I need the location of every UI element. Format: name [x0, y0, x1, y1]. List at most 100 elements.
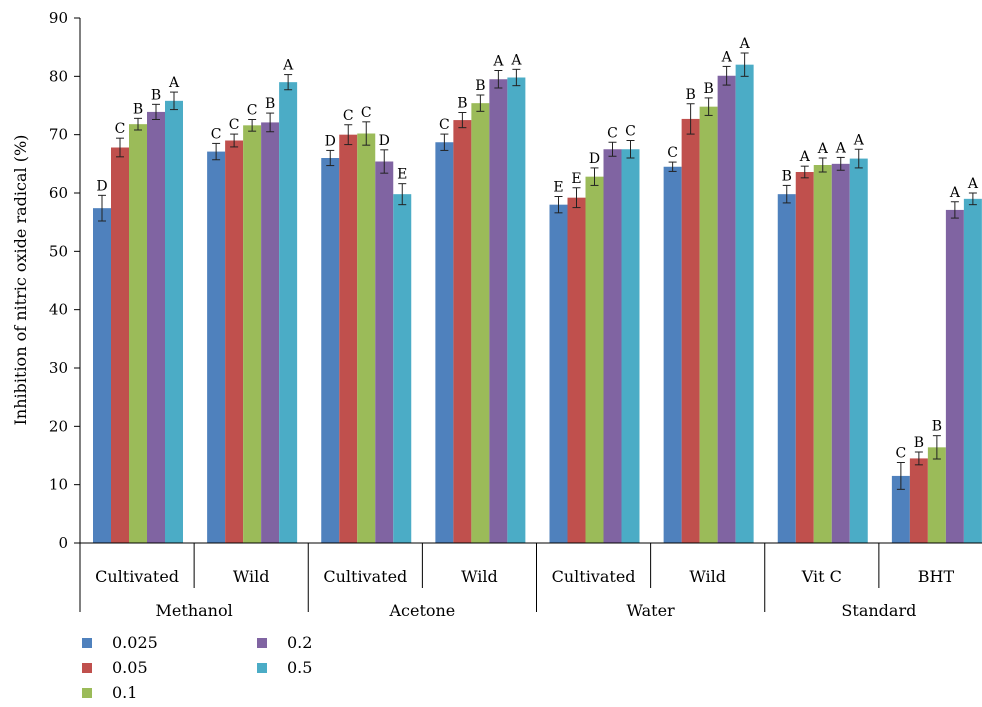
bar [111, 147, 129, 543]
significance-label: D [379, 133, 390, 149]
significance-label: C [439, 117, 450, 133]
significance-label: E [397, 167, 407, 183]
bar [225, 140, 244, 543]
legend-label: 0.1 [112, 683, 137, 702]
bar [357, 133, 376, 543]
legend-label: 0.05 [112, 658, 148, 677]
significance-label: B [782, 168, 792, 184]
bar [699, 106, 718, 544]
x-category-label: Cultivated [95, 567, 179, 586]
y-tick-label: 20 [49, 417, 68, 435]
y-tick-label: 70 [49, 126, 68, 144]
significance-label: E [571, 171, 581, 187]
bar [279, 82, 298, 544]
significance-label: A [282, 58, 294, 74]
bar [735, 64, 754, 544]
bar [261, 122, 280, 544]
significance-label: C [667, 145, 678, 161]
significance-label: B [133, 101, 143, 117]
significance-label: D [589, 151, 600, 167]
significance-label: B [151, 87, 161, 103]
significance-label: A [721, 49, 733, 65]
x-category-label: Cultivated [323, 567, 407, 586]
significance-label: A [949, 185, 961, 201]
bar [945, 209, 964, 543]
significance-label: A [967, 176, 979, 192]
legend-swatch [82, 663, 92, 673]
y-tick-label: 80 [49, 67, 68, 85]
legend-swatch [257, 638, 267, 648]
bar [717, 75, 736, 543]
y-tick-label: 10 [49, 476, 68, 494]
significance-label: C [361, 105, 372, 121]
significance-label: A [835, 140, 847, 156]
x-category-label: BHT [918, 567, 955, 586]
y-tick-label: 90 [49, 9, 68, 27]
significance-label: C [343, 108, 354, 124]
bar [603, 149, 622, 543]
bar [621, 149, 640, 543]
y-tick-label: 60 [49, 184, 68, 202]
bar [435, 142, 454, 543]
legend-swatch [82, 688, 92, 698]
x-group-label: Acetone [388, 601, 455, 620]
bar [93, 208, 111, 543]
significance-label: A [510, 52, 522, 68]
bar [471, 103, 490, 544]
significance-label: D [96, 178, 107, 194]
bar [663, 166, 682, 543]
significance-label: A [799, 149, 811, 165]
significance-label: C [229, 117, 240, 133]
significance-label: B [914, 435, 924, 451]
y-tick-label: 50 [49, 242, 68, 260]
bar [813, 165, 832, 543]
significance-label: B [457, 96, 467, 112]
legend-swatch [257, 663, 267, 673]
bar [777, 194, 796, 543]
legend-swatch [82, 638, 92, 648]
x-category-label: Vit C [801, 567, 842, 586]
x-category-label: Wild [461, 567, 498, 586]
significance-label: B [265, 96, 275, 112]
x-category-label: Wild [233, 567, 270, 586]
legend-label: 0.2 [287, 633, 312, 652]
y-axis-label: Inhibition of nitric oxide radical (%) [11, 135, 30, 426]
significance-label: D [325, 133, 336, 149]
significance-label: C [247, 103, 258, 119]
bar [507, 77, 526, 543]
bar [927, 447, 946, 543]
y-tick-label: 0 [58, 534, 68, 552]
bar [243, 125, 262, 543]
significance-label: A [853, 132, 865, 148]
axes-layer: 0 10 20 30 40 50 60 70 80 90 Cultivated Wild Cultiva… [49, 9, 982, 620]
bar [963, 198, 982, 544]
y-tick-label: 30 [49, 359, 68, 377]
x-category-label: Cultivated [552, 567, 636, 586]
significance-label: A [817, 141, 829, 157]
bar [165, 100, 183, 543]
significance-label: B [932, 419, 942, 435]
significance-label: B [685, 87, 695, 103]
bar [339, 134, 358, 543]
bar [681, 118, 700, 544]
bar [849, 158, 868, 544]
bar [453, 120, 472, 543]
bar [795, 172, 814, 543]
x-group-label: Methanol [156, 601, 233, 620]
significance-label: C [607, 125, 618, 141]
significance-label: A [739, 36, 751, 52]
x-group-label: Water [627, 601, 675, 620]
significance-label: C [115, 121, 126, 137]
significance-label: E [553, 180, 563, 196]
bar [393, 194, 412, 543]
x-group-label: Standard [841, 601, 916, 620]
bar [489, 79, 508, 543]
legend: 0.025 0.05 0.1 0.2 0.5 [82, 633, 312, 702]
x-category-label: Wild [689, 567, 726, 586]
bar [375, 161, 394, 543]
significance-label: C [211, 126, 222, 142]
y-tick-label: 40 [49, 301, 68, 319]
significance-label: C [625, 124, 636, 140]
